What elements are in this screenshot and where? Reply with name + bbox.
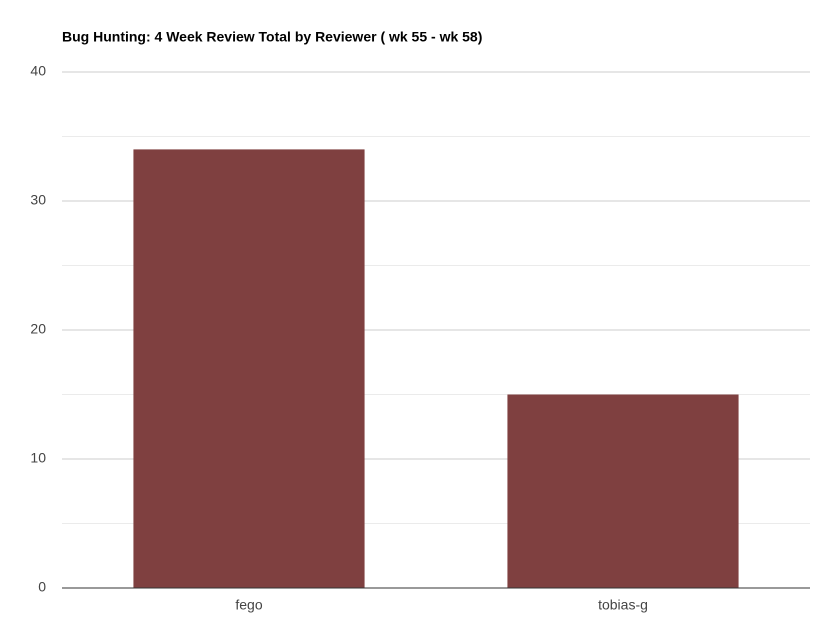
y-tick-label: 20	[30, 321, 46, 337]
y-tick-label: 40	[30, 63, 46, 79]
y-tick-label: 30	[30, 192, 46, 208]
bar	[133, 149, 365, 588]
y-tick-label: 0	[38, 579, 46, 595]
x-tick-label: fego	[235, 597, 262, 613]
chart-title: Bug Hunting: 4 Week Review Total by Revi…	[62, 29, 482, 45]
x-tick-label: tobias-g	[598, 597, 648, 613]
bar	[507, 394, 739, 588]
y-tick-label: 10	[30, 450, 46, 466]
